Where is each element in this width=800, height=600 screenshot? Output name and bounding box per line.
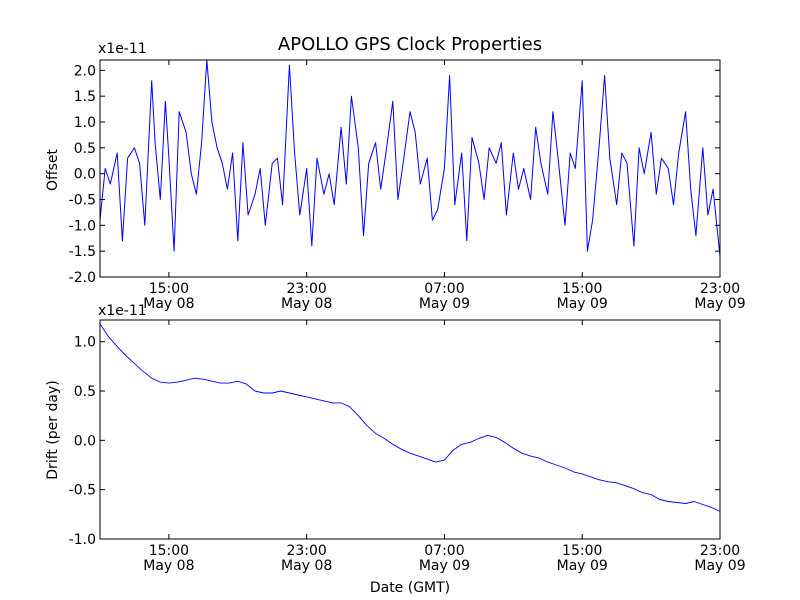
offset-panel: APOLLO GPS Clock Properties x1e-11 Offse… (45, 34, 746, 312)
y-tick-label: 2.0 (74, 63, 96, 79)
y-tick-label: -0.5 (69, 483, 96, 499)
x-tick-date: May 09 (419, 296, 470, 312)
offset-ticks: 2.01.51.00.50.0-0.5-1.0-1.5-2.015:00May … (69, 60, 746, 312)
y-tick-label: 1.0 (74, 335, 96, 351)
x-tick-time: 23:00 (700, 281, 740, 297)
y-tick-label: -1.5 (69, 244, 96, 260)
x-tick-date: May 08 (281, 558, 332, 574)
chart-title: APOLLO GPS Clock Properties (278, 34, 542, 55)
y-tick-label: -1.0 (69, 532, 96, 548)
y-tick-label: 0.5 (74, 141, 96, 157)
offset-series (99, 59, 721, 257)
y-tick-label: 0.0 (74, 433, 96, 449)
drift-axis-label: Drift (per day) (45, 380, 61, 479)
y-tick-label: 0.0 (74, 167, 96, 183)
x-tick-date: May 09 (694, 296, 745, 312)
drift-multiplier-label: x1e-11 (98, 303, 147, 319)
series-line (99, 59, 721, 257)
x-tick-date: May 09 (557, 558, 608, 574)
x-tick-date: May 09 (557, 296, 608, 312)
x-tick-date: May 08 (143, 558, 194, 574)
drift-plot-frame (99, 319, 721, 540)
y-tick-label: -0.5 (69, 193, 96, 209)
x-tick-time: 23:00 (286, 543, 326, 559)
y-tick-label: -2.0 (69, 270, 96, 286)
offset-plot-frame (99, 59, 721, 278)
x-tick-date: May 09 (694, 558, 745, 574)
offset-multiplier-label: x1e-11 (98, 41, 147, 57)
x-tick-time: 23:00 (700, 543, 740, 559)
offset-axis-label: Offset (45, 148, 61, 191)
y-tick-label: 0.5 (74, 384, 96, 400)
x-tick-time: 15:00 (149, 543, 189, 559)
series-line (99, 323, 721, 520)
x-tick-date: May 08 (143, 296, 194, 312)
drift-series (99, 323, 721, 520)
y-tick-label: -1.0 (69, 218, 96, 234)
y-tick-label: 1.5 (74, 89, 96, 105)
x-tick-time: 15:00 (149, 281, 189, 297)
x-tick-date: May 09 (419, 558, 470, 574)
drift-panel: x1e-11 Drift (per day) Date (GMT) 1.0 0.5… (45, 303, 746, 596)
x-tick-time: 15:00 (562, 281, 602, 297)
x-tick-time: 07:00 (424, 281, 464, 297)
x-tick-time: 23:00 (286, 281, 326, 297)
x-tick-date: May 08 (281, 296, 332, 312)
x-tick-time: 15:00 (562, 543, 602, 559)
date-axis-label: Date (GMT) (370, 580, 450, 596)
y-tick-label: 1.0 (74, 115, 96, 131)
x-tick-time: 07:00 (424, 543, 464, 559)
